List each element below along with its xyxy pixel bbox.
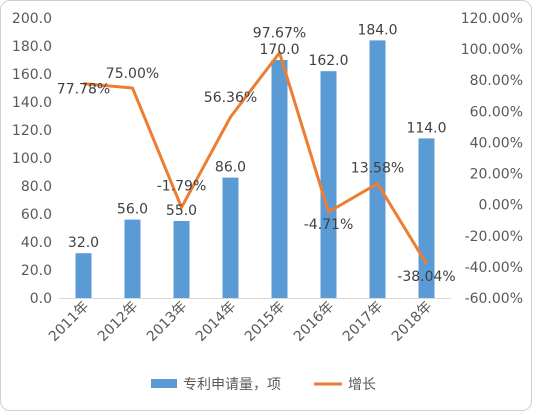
line-value-label: 75.00% xyxy=(106,66,159,82)
x-tick-label: 2016年 xyxy=(291,299,337,345)
bar xyxy=(75,253,92,298)
x-axis-labels: 2011年 2012年 2013年 2014年 2015年 2016年 2017年 2018年 xyxy=(46,299,435,345)
left-tick-label: 120.0 xyxy=(12,123,52,139)
bar-value-label: 114.0 xyxy=(406,120,446,136)
bar-value-label: 184.0 xyxy=(357,22,397,38)
left-tick-label: 140.0 xyxy=(12,95,52,111)
right-tick-label: 20.00% xyxy=(470,167,523,183)
bar xyxy=(124,219,141,298)
bar xyxy=(173,221,190,298)
left-tick-label: 40.0 xyxy=(21,235,52,251)
bar-value-label: 55.0 xyxy=(166,203,197,219)
x-tick-label: 2012年 xyxy=(95,299,141,345)
line-value-label: -38.04% xyxy=(397,269,455,285)
growth-line xyxy=(83,51,428,265)
left-tick-label: 100.0 xyxy=(12,151,52,167)
right-tick-label: 60.00% xyxy=(470,104,523,120)
bar-value-label: 162.0 xyxy=(308,53,348,69)
left-tick-label: 160.0 xyxy=(12,67,52,83)
bar-value-label: 32.0 xyxy=(68,235,99,251)
bar-value-label: 56.0 xyxy=(117,202,148,218)
right-tick-label: -20.00% xyxy=(465,229,523,245)
bar-value-label: 170.0 xyxy=(259,42,299,58)
right-y-axis: -60.00% -40.00% -20.00% 0.00% 20.00% 40.00% 60… xyxy=(461,11,523,307)
right-tick-label: 0.00% xyxy=(479,198,523,214)
x-tick-label: 2015年 xyxy=(242,299,288,345)
left-tick-label: 60.0 xyxy=(21,207,52,223)
bar xyxy=(320,71,337,298)
line-value-label: -4.71% xyxy=(304,217,354,233)
x-tick-label: 2018年 xyxy=(389,299,435,345)
line-value-label: 77.78% xyxy=(57,82,110,98)
legend: 专利申请量，项 增长 xyxy=(151,377,376,393)
bar xyxy=(369,40,386,299)
bar-data-labels: 32.0 56.0 55.0 86.0 170.0 162.0 184.0 114.0 xyxy=(68,22,447,251)
right-tick-label: 80.00% xyxy=(470,73,523,89)
bar-value-label: 86.0 xyxy=(215,160,246,176)
x-tick-label: 2014年 xyxy=(193,299,239,345)
right-tick-label: -60.00% xyxy=(465,291,523,307)
line-value-label: 97.67% xyxy=(253,26,306,42)
right-tick-label: -40.00% xyxy=(465,260,523,276)
legend-swatch-bar xyxy=(151,379,177,388)
legend-label-bar: 专利申请量，项 xyxy=(183,377,281,393)
left-y-axis: 0.0 20.0 40.0 60.0 80.0 100.0 120.0 140.0 160.0 1… xyxy=(12,11,52,307)
bar xyxy=(271,60,288,298)
line-value-label: -1.79% xyxy=(157,178,207,194)
line-value-label: 13.58% xyxy=(351,161,404,177)
line-data-labels: 77.78%75.00% -1.79% 56.36% 97.67% -4.71% 13.5… xyxy=(57,26,456,285)
left-tick-label: 80.0 xyxy=(21,179,52,195)
x-tick-label: 2013年 xyxy=(144,299,190,345)
bar xyxy=(222,177,239,298)
left-tick-label: 200.0 xyxy=(12,11,52,27)
legend-label-line: 增长 xyxy=(348,377,376,393)
line-value-label: 56.36% xyxy=(204,90,257,106)
left-tick-label: 180.0 xyxy=(12,39,52,55)
x-tick-label: 2011年 xyxy=(46,299,92,345)
line-series xyxy=(83,51,428,265)
left-tick-label: 0.0 xyxy=(30,291,52,307)
right-tick-label: 100.00% xyxy=(461,42,523,58)
left-tick-label: 20.0 xyxy=(21,263,52,279)
x-tick-label: 2017年 xyxy=(340,299,386,345)
right-tick-label: 120.00% xyxy=(461,11,523,27)
right-tick-label: 40.00% xyxy=(470,135,523,151)
